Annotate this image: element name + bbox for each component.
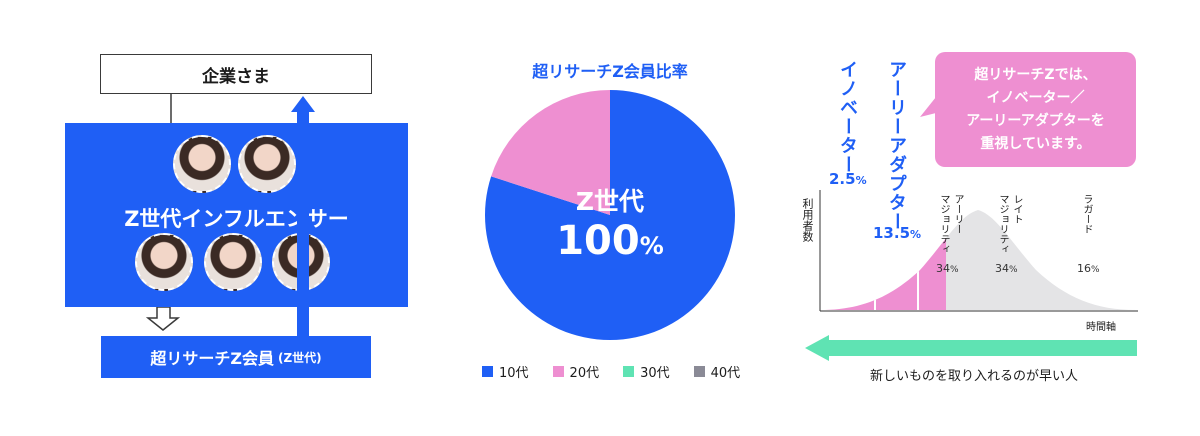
company-box: 企業さま — [100, 54, 372, 94]
legend-label: 30代 — [640, 366, 670, 381]
innovator-pct-unit: % — [855, 174, 867, 187]
left-arrow-icon — [805, 335, 1137, 361]
legend-swatch — [693, 366, 705, 377]
innovator-label: イノベーター — [837, 60, 858, 174]
diffusion-curve — [819, 190, 1138, 312]
legend-label: 10代 — [499, 366, 529, 381]
callout-line-4: 重視しています。 — [980, 135, 1091, 152]
late-majority-pct-unit: % — [1009, 265, 1018, 275]
early-adoption-arrow — [805, 335, 1137, 361]
legend-label: 20代 — [569, 366, 600, 381]
innovator-pct: 2.5% — [829, 170, 867, 188]
late-majority-pct: 34% — [995, 262, 1018, 275]
late-majority-label-2: マジョリティ — [997, 194, 1008, 254]
laggard-label: ラガード — [1081, 194, 1092, 234]
arrow-caption: 新しいものを取り入れるのが早い人 — [870, 369, 1079, 384]
early-majority-pct: 34% — [936, 262, 959, 275]
pie-center-value: 100% — [520, 218, 700, 264]
late-majority-label-1: レイト — [1011, 194, 1022, 224]
pie-title: 超リサーチZ会員比率 — [532, 62, 688, 81]
early-majority-label-1: アーリー — [952, 194, 963, 234]
legend-item-40代: 40代 — [693, 362, 741, 381]
adopter-area-pink — [820, 210, 946, 310]
y-axis-label: 利用者数 — [801, 198, 814, 242]
early-adopter-pct-value: 13.5 — [873, 224, 911, 242]
legend-item-10代: 10代 — [482, 362, 529, 381]
innovator-pct-value: 2.5 — [829, 170, 856, 188]
early-adopter-label: アーリーアダプター — [886, 60, 907, 231]
influencer-avatar-3 — [135, 233, 193, 291]
laggard-pct: 16% — [1077, 262, 1100, 275]
callout-tail — [920, 97, 936, 117]
pie-center-unit: % — [639, 232, 664, 260]
influencer-avatar-1 — [173, 135, 231, 193]
early-majority-pct-value: 34 — [936, 262, 950, 275]
members-label: 超リサーチZ会員 — [150, 349, 274, 368]
callout-line-1: 超リサーチZでは、 — [974, 66, 1097, 83]
laggard-pct-unit: % — [1091, 265, 1100, 275]
down-arrow-icon — [145, 306, 181, 331]
callout-bubble: 超リサーチZでは、 イノベーター／ アーリーアダプターを 重視しています。 — [935, 52, 1136, 167]
pie-slice-20代 — [491, 90, 610, 215]
legend-swatch — [482, 366, 493, 377]
majority-area-gray — [946, 210, 1136, 310]
members-sub: (Z世代) — [277, 350, 322, 365]
callout-line-2: イノベーター／ — [986, 89, 1085, 106]
pie-center-label: Z世代 — [575, 187, 645, 216]
legend-item-20代: 20代 — [552, 362, 600, 381]
late-majority-pct-value: 34 — [995, 262, 1009, 275]
members-bar: 超リサーチZ会員 (Z世代) — [101, 336, 371, 378]
legend-swatch — [623, 366, 635, 377]
pie-chart — [485, 90, 735, 340]
laggard-pct-value: 16 — [1077, 262, 1091, 275]
early-majority-pct-unit: % — [950, 265, 959, 275]
early-adopter-pct-unit: % — [910, 228, 922, 241]
influencer-panel — [65, 123, 408, 307]
x-axis-label: 時間軸 — [1086, 322, 1116, 333]
callout-line-3: アーリーアダプターを — [966, 112, 1105, 129]
early-adopter-pct: 13.5% — [873, 224, 921, 242]
early-majority-label-2: マジョリティ — [938, 194, 949, 254]
up-arrow-icon — [291, 96, 315, 112]
panel-title: Z世代インフルエンサー — [124, 207, 349, 231]
up-arrow-overlay — [297, 110, 309, 340]
pie-legend: 10代 20代 30代 40代 — [482, 362, 740, 381]
influencer-avatar-4 — [204, 233, 262, 291]
legend-label: 40代 — [710, 366, 741, 381]
pie-center-number: 100 — [556, 218, 640, 264]
legend-swatch — [552, 366, 564, 377]
legend-item-30代: 30代 — [623, 362, 670, 381]
influencer-avatar-2 — [238, 135, 296, 193]
